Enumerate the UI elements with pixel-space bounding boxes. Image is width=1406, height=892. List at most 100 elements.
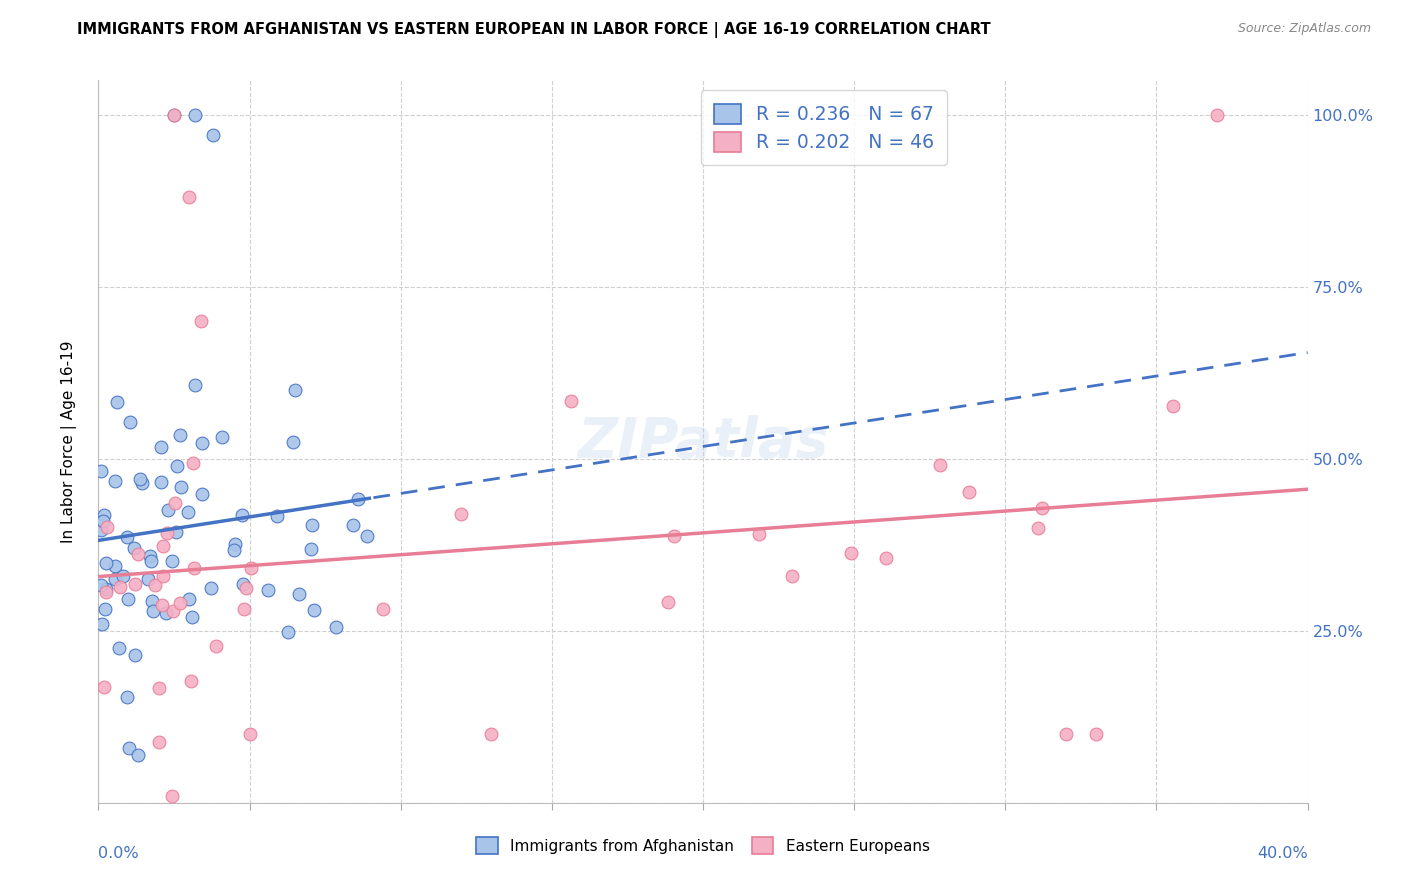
Point (122, 541, 145, 555)
Legend: Immigrants from Afghanistan, Eastern Europeans: Immigrants from Afghanistan, Eastern Eur… (470, 831, 936, 860)
Point (839, 546, 862, 560)
Point (232, 577, 254, 591)
Text: ZIPatlas: ZIPatlas (578, 415, 828, 468)
Point (118, 740, 141, 755)
Point (115, 690, 138, 704)
Point (191, 436, 214, 450)
Point (90, 523, 112, 537)
Text: Source: ZipAtlas.com: Source: ZipAtlas.com (1237, 22, 1371, 36)
Point (183, 561, 205, 575)
Point (127, 547, 149, 561)
Point (450, 507, 472, 521)
Point (190, 314, 212, 328)
Point (662, 528, 685, 542)
Point (148, 681, 170, 696)
Point (93, 508, 115, 523)
Point (169, 596, 191, 610)
Point (1085, 727, 1108, 741)
Point (222, 543, 245, 558)
Point (91, 514, 114, 528)
Point (105, 395, 128, 409)
Point (124, 648, 146, 662)
Point (94, 582, 117, 597)
Point (108, 640, 131, 655)
Point (104, 559, 127, 574)
Point (145, 577, 167, 591)
Point (170, 480, 193, 494)
Point (165, 496, 187, 510)
Point (657, 595, 679, 609)
Point (373, 602, 395, 616)
Point (231, 508, 253, 523)
Point (124, 577, 146, 591)
Point (200, 582, 222, 596)
Point (346, 491, 368, 506)
Point (1026, 521, 1049, 535)
Point (141, 554, 163, 568)
Point (184, 108, 207, 122)
Point (91, 616, 114, 631)
Point (184, 377, 207, 392)
Point (181, 610, 204, 624)
Point (162, 789, 184, 804)
Point (103, 572, 125, 586)
Point (299, 541, 322, 556)
Point (120, 415, 142, 429)
Point (177, 505, 200, 519)
Point (929, 458, 952, 473)
Point (110, 580, 132, 594)
Point (748, 526, 770, 541)
Point (266, 509, 288, 524)
Point (90, 464, 112, 478)
Point (148, 735, 170, 749)
Point (93, 681, 115, 695)
Point (356, 529, 378, 543)
Point (281, 434, 304, 449)
Point (302, 602, 325, 616)
Text: 40.0%: 40.0% (1257, 847, 1308, 861)
Point (277, 624, 299, 639)
Point (177, 591, 200, 606)
Point (152, 568, 174, 582)
Point (875, 550, 897, 565)
Point (142, 604, 165, 618)
Point (104, 474, 127, 488)
Point (287, 587, 309, 601)
Point (256, 583, 278, 598)
Point (166, 458, 188, 473)
Point (141, 594, 163, 608)
Point (127, 747, 149, 762)
Point (239, 561, 262, 575)
Point (284, 383, 307, 397)
Y-axis label: In Labor Force | Age 16-19: In Labor Force | Age 16-19 (60, 340, 77, 543)
Point (169, 428, 191, 442)
Point (1054, 727, 1077, 741)
Point (560, 394, 582, 409)
Point (191, 487, 214, 501)
Point (112, 569, 135, 583)
Point (162, 604, 184, 618)
Point (160, 554, 183, 568)
Point (152, 539, 174, 553)
Point (180, 673, 202, 688)
Point (239, 727, 262, 741)
Point (115, 530, 138, 544)
Text: 0.0%: 0.0% (98, 847, 139, 861)
Point (155, 606, 177, 620)
Point (131, 475, 153, 490)
Point (136, 572, 159, 586)
Point (139, 549, 162, 563)
Point (156, 525, 179, 540)
Point (163, 108, 186, 122)
Point (233, 602, 256, 616)
Point (96, 585, 118, 599)
Point (152, 599, 174, 613)
Point (342, 518, 364, 533)
Point (181, 456, 204, 470)
Point (94, 557, 117, 571)
Point (204, 640, 226, 654)
Point (1161, 399, 1184, 413)
Text: IMMIGRANTS FROM AFGHANISTAN VS EASTERN EUROPEAN IN LABOR FORCE | AGE 16-19 CORRE: IMMIGRANTS FROM AFGHANISTAN VS EASTERN E… (77, 22, 991, 38)
Point (150, 475, 173, 489)
Point (211, 430, 233, 444)
